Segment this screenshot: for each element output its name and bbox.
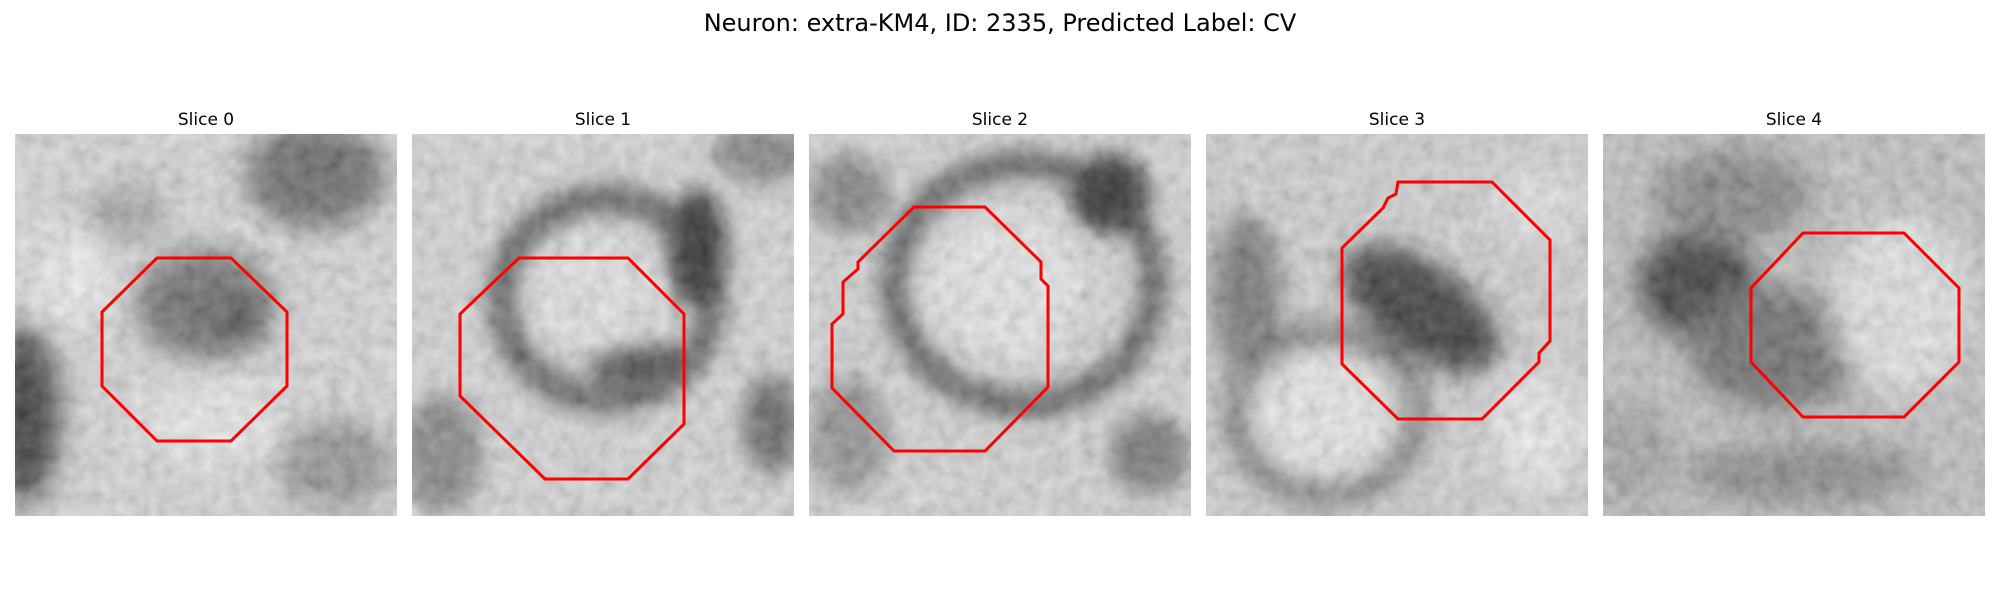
slice-title: Slice 3 bbox=[1368, 110, 1426, 130]
slice-image bbox=[15, 134, 397, 516]
slice-title: Slice 4 bbox=[1765, 110, 1823, 130]
roi-contour bbox=[830, 205, 1050, 453]
slice-panel-0: Slice 0 bbox=[15, 0, 397, 600]
slice-image bbox=[1206, 134, 1588, 516]
slice-panel-4: Slice 4 bbox=[1603, 0, 1985, 600]
slice-title: Slice 1 bbox=[574, 110, 632, 130]
slice-title: Slice 0 bbox=[177, 110, 235, 130]
roi-contour bbox=[100, 256, 289, 443]
slice-image bbox=[1603, 134, 1985, 516]
slice-panel-2: Slice 2 bbox=[809, 0, 1191, 600]
slice-image bbox=[809, 134, 1191, 516]
slice-title: Slice 2 bbox=[971, 110, 1029, 130]
slice-panel-3: Slice 3 bbox=[1206, 0, 1588, 600]
roi-contour bbox=[1340, 180, 1552, 421]
slice-panel-1: Slice 1 bbox=[412, 0, 794, 600]
roi-contour bbox=[458, 256, 686, 481]
slice-image bbox=[412, 134, 794, 516]
figure-title: Neuron: extra-KM4, ID: 2335, Predicted L… bbox=[703, 9, 1297, 37]
roi-contour bbox=[1749, 231, 1961, 419]
